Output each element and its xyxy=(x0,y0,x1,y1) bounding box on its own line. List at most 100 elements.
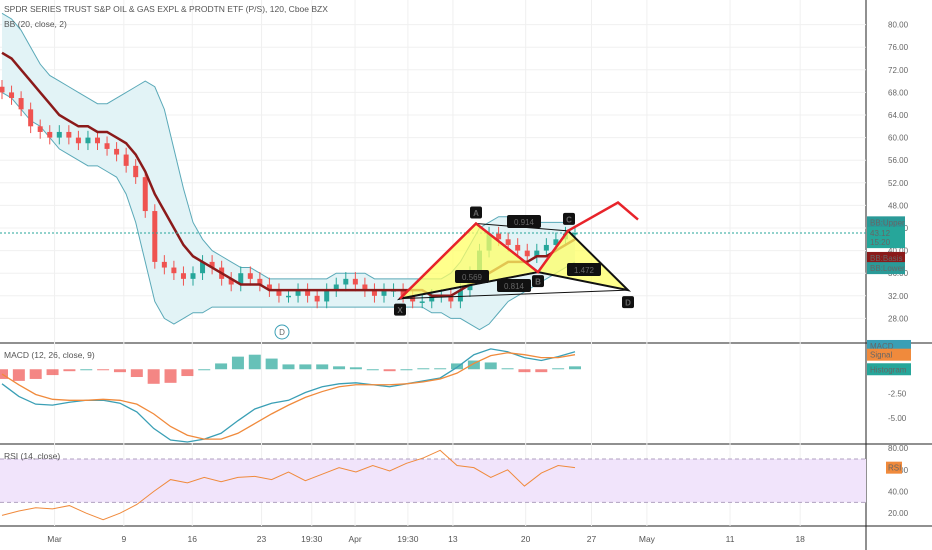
x-axis-tick-label: 20 xyxy=(521,534,531,544)
x-axis-tick-label: 18 xyxy=(795,534,805,544)
x-axis-tick-label: 19:30 xyxy=(301,534,323,544)
candle-body xyxy=(104,143,110,149)
candle-body xyxy=(238,273,244,285)
rsi-axis-badge-label: RSI xyxy=(888,464,901,473)
price-axis-tick-label: 72.00 xyxy=(888,66,909,75)
candle-body xyxy=(142,177,148,212)
macd-histogram-bar xyxy=(248,354,261,370)
x-axis-tick-label: 13 xyxy=(448,534,458,544)
price-axis-tick-label: 56.00 xyxy=(888,156,909,165)
macd-histogram-bar xyxy=(63,369,76,372)
candle-body xyxy=(123,154,129,166)
macd-histogram-bar xyxy=(434,368,447,370)
macd-histogram-bar xyxy=(80,369,93,371)
candle-body xyxy=(56,131,62,138)
price-axis-badge-label: 43.12 xyxy=(870,229,891,238)
macd-axis-tick-label: -5.00 xyxy=(888,414,907,423)
pattern-ratio-label: 1.472 xyxy=(574,266,595,275)
candle-body xyxy=(47,131,53,138)
macd-axis-badge-label: Histogram xyxy=(870,365,907,374)
macd-histogram-bar xyxy=(282,364,295,370)
rsi-line xyxy=(1,449,576,521)
candle-body xyxy=(85,137,91,144)
macd-axis-badge-label: Signal xyxy=(870,351,892,360)
price-axis-tick-label: 64.00 xyxy=(888,111,909,120)
candle-body xyxy=(18,98,24,110)
candle-body xyxy=(324,290,330,302)
pattern-ratio-badge xyxy=(455,270,489,283)
rsi-axis-tick-label: 80.00 xyxy=(888,444,909,453)
macd-axis-badge xyxy=(867,363,911,376)
macd-histogram-bar xyxy=(417,368,430,370)
macd-histogram-bar xyxy=(12,369,25,381)
candle-body xyxy=(114,148,120,155)
price-axis-badge xyxy=(867,216,905,229)
candle-body xyxy=(247,273,253,279)
macd-histogram-bar xyxy=(113,369,126,373)
pattern-point-badge xyxy=(532,275,544,288)
macd-histogram-bar xyxy=(467,360,480,370)
candle-body xyxy=(457,290,463,302)
pattern-ratio-badge xyxy=(567,263,601,276)
bb-fill xyxy=(2,13,575,330)
x-axis-tick-label: 11 xyxy=(726,534,735,544)
macd-histogram-bar xyxy=(569,366,581,370)
candle-body xyxy=(400,290,406,296)
bb-legend[interactable]: BB (20, close, 2) xyxy=(4,19,67,29)
candle-body xyxy=(524,250,530,257)
macd-legend[interactable]: MACD (12, 26, close, 9) xyxy=(4,350,95,360)
macd-histogram-bar xyxy=(299,364,312,370)
candle-body xyxy=(171,267,177,274)
pattern-point-badge xyxy=(470,206,482,219)
macd-axis-tick-label: -2.50 xyxy=(888,390,907,399)
candle-body xyxy=(190,273,196,279)
pattern-xb-line xyxy=(399,271,539,300)
x-axis-tick-label: May xyxy=(639,534,656,544)
candle-body xyxy=(28,109,34,127)
candle-body xyxy=(286,295,291,298)
x-axis-tick-label: Mar xyxy=(47,534,62,544)
price-axis-badge-label: BB:Basis xyxy=(870,254,902,263)
price-axis-tick-label: 48.00 xyxy=(888,201,909,210)
candle-body xyxy=(343,278,349,285)
candle-body xyxy=(553,239,559,245)
candle-body xyxy=(572,232,578,235)
pattern-ratio-label: 0.569 xyxy=(462,273,483,282)
chart-title: SPDR SERIES TRUST S&P OIL & GAS EXPL & P… xyxy=(4,4,328,14)
price-axis-badge xyxy=(867,236,905,249)
macd-histogram-bar xyxy=(535,369,548,373)
pattern-ratio-badge xyxy=(507,215,541,228)
price-axis-badge xyxy=(867,251,905,264)
macd-histogram-bar xyxy=(366,369,379,371)
macd-histogram-bar xyxy=(215,363,228,370)
price-axis-badge xyxy=(867,262,905,275)
candle-body xyxy=(496,233,502,240)
price-axis-background xyxy=(866,0,932,550)
candle-body xyxy=(200,261,206,274)
pattern-point-label: X xyxy=(397,306,403,315)
price-axis-badge-label: BB:Lower xyxy=(870,264,905,273)
candle-body xyxy=(314,295,320,302)
candle-body xyxy=(228,278,234,285)
candle-body xyxy=(362,284,368,291)
macd-histogram-bar xyxy=(97,369,110,371)
macd-histogram-bar xyxy=(265,358,278,370)
pattern-projection-line xyxy=(399,201,639,300)
macd-axis-badge-label: MACD xyxy=(870,342,894,351)
candle-body xyxy=(333,284,339,291)
price-axis-badge-label: 15:20 xyxy=(870,238,891,247)
macd-histogram-bar xyxy=(46,369,59,376)
macd-histogram-bar xyxy=(484,362,497,370)
price-axis-tick-label: 60.00 xyxy=(888,134,909,143)
candle-body xyxy=(534,250,540,257)
candle-body xyxy=(257,278,263,285)
rsi-axis-tick-label: 40.00 xyxy=(888,488,909,497)
x-axis-tick-label: 19:30 xyxy=(397,534,419,544)
candle-body xyxy=(0,86,5,93)
pattern-point-label: B xyxy=(535,278,541,287)
rsi-legend[interactable]: RSI (14, close) xyxy=(4,451,61,461)
macd-histogram-bar xyxy=(181,369,194,377)
macd-histogram-bar xyxy=(501,368,514,370)
x-axis-tick-label: 9 xyxy=(121,534,126,544)
